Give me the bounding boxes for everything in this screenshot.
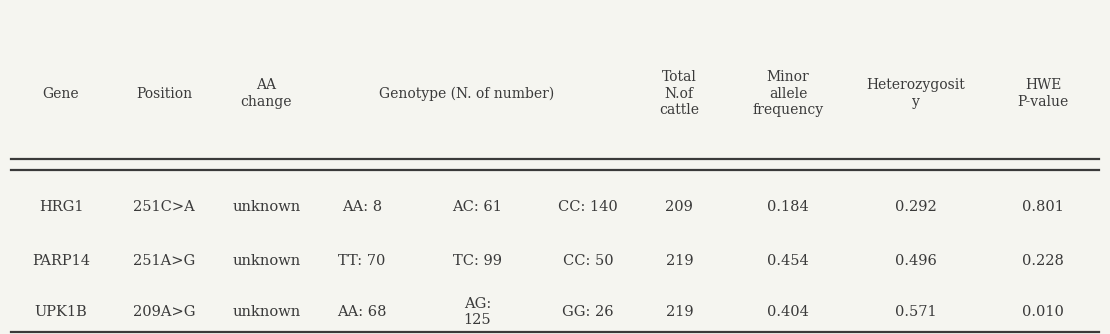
Text: AG:
125: AG: 125: [464, 297, 491, 327]
Text: AA: 8: AA: 8: [342, 200, 382, 214]
Text: GG: 26: GG: 26: [563, 305, 614, 319]
Text: unknown: unknown: [232, 254, 301, 268]
Text: TT: 70: TT: 70: [339, 254, 385, 268]
Text: CC: 140: CC: 140: [558, 200, 618, 214]
Text: 0.801: 0.801: [1022, 200, 1064, 214]
Text: Heterozygosit
y: Heterozygosit y: [867, 78, 965, 109]
Text: AC: 61: AC: 61: [453, 200, 502, 214]
Text: Minor
allele
frequency: Minor allele frequency: [753, 70, 824, 117]
Text: unknown: unknown: [232, 200, 301, 214]
Text: HWE
P-value: HWE P-value: [1018, 78, 1069, 109]
Text: 0.571: 0.571: [895, 305, 937, 319]
Text: 0.010: 0.010: [1022, 305, 1064, 319]
Text: TC: 99: TC: 99: [453, 254, 502, 268]
Text: 0.228: 0.228: [1022, 254, 1064, 268]
Text: CC: 50: CC: 50: [563, 254, 614, 268]
Text: 0.184: 0.184: [767, 200, 809, 214]
Text: 0.454: 0.454: [767, 254, 809, 268]
Text: Total
N.of
cattle: Total N.of cattle: [659, 70, 699, 117]
Text: 0.292: 0.292: [895, 200, 937, 214]
Text: Position: Position: [137, 87, 192, 101]
Text: 209: 209: [665, 200, 694, 214]
Text: 251A>G: 251A>G: [133, 254, 195, 268]
Text: UPK1B: UPK1B: [34, 305, 88, 319]
Text: 251C>A: 251C>A: [133, 200, 195, 214]
Text: AA
change: AA change: [241, 78, 292, 109]
Text: 0.404: 0.404: [767, 305, 809, 319]
Text: 209A>G: 209A>G: [133, 305, 195, 319]
Text: 219: 219: [666, 305, 693, 319]
Text: AA: 68: AA: 68: [337, 305, 386, 319]
Text: Genotype (N. of number): Genotype (N. of number): [379, 86, 554, 101]
Text: 219: 219: [666, 254, 693, 268]
Text: PARP14: PARP14: [32, 254, 90, 268]
Text: HRG1: HRG1: [39, 200, 83, 214]
Text: Gene: Gene: [43, 87, 79, 101]
Text: unknown: unknown: [232, 305, 301, 319]
Text: 0.496: 0.496: [895, 254, 937, 268]
